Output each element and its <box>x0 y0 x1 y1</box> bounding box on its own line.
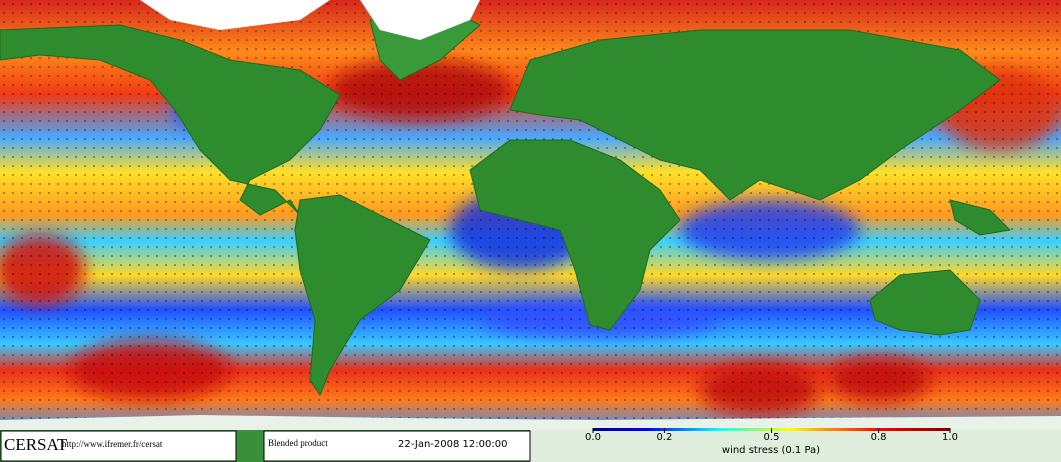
colorbar-label: wind stress (0.1 Pa) <box>722 445 820 456</box>
product-box <box>263 430 531 462</box>
product-text: Blended product <box>268 438 328 448</box>
logo-box <box>0 430 237 462</box>
colorbar: wind stress (0.1 Pa) 0.0 0.2 0.5 0.8 1.0 <box>585 428 958 456</box>
url-text: http://www.ifremer.fr/cersat <box>62 439 163 449</box>
land <box>0 9 1061 430</box>
colorbar-tick-label: 0.8 <box>871 432 887 443</box>
date-text: 22-Jan-2008 12:00:00 <box>398 439 507 450</box>
logo-text: CERSAT <box>4 435 68 454</box>
colorbar-tick-label: 1.0 <box>942 432 958 443</box>
footer: CERSAT http://www.ifremer.fr/cersat Blen… <box>0 428 1061 462</box>
colorbar-tick-label: 0.5 <box>764 432 780 443</box>
colorbar-tick-label: 0.2 <box>656 432 672 443</box>
colorbar-tick-label: 0.0 <box>585 432 601 443</box>
ice <box>140 0 480 40</box>
